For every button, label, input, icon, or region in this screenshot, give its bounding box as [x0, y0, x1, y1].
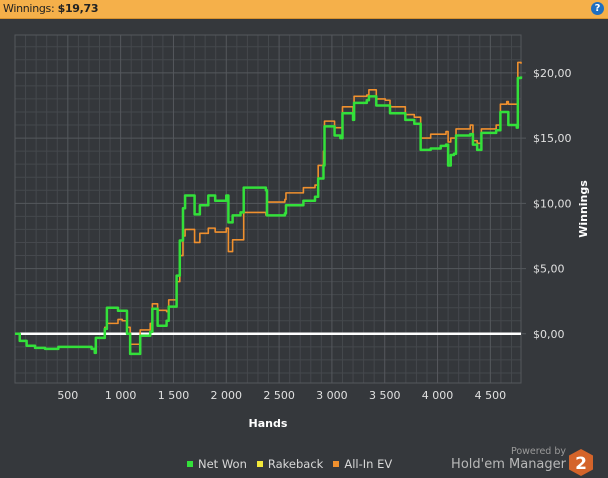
powered-by: Powered by Hold'em Manager [451, 446, 566, 472]
help-icon[interactable]: ? [591, 2, 604, 15]
x-tick-label: 4 000 [422, 389, 454, 402]
x-tick-label: 1 000 [105, 389, 137, 402]
legend-label: All-In EV [344, 457, 393, 471]
x-tick-label: 3 500 [369, 389, 401, 402]
winnings-value: $19,73 [57, 2, 99, 15]
holdem-manager-logo-icon: 2 [569, 449, 593, 476]
svg-text:2: 2 [575, 454, 587, 474]
x-tick-label: 2 500 [263, 389, 295, 402]
legend-swatch [333, 461, 340, 467]
plot-border [14, 34, 522, 384]
series-line-net-won [15, 76, 523, 356]
x-tick-label: 2 000 [211, 389, 243, 402]
legend-item-net-won[interactable]: Net Won [187, 457, 247, 471]
y-tick-label: $20,00 [533, 67, 572, 80]
x-tick-label: 500 [57, 389, 78, 402]
winnings-label: Winnings: [3, 2, 55, 15]
x-axis-label: Hands [249, 417, 288, 430]
winnings-chart: 500 1 000 1 500 2 000 2 500 3 000 3 500 4 000 4 … [14, 34, 590, 430]
y-axis-label: Winnings [577, 180, 590, 238]
y-tick-label: $10,00 [533, 197, 572, 210]
legend-item-all-in-ev[interactable]: All-In EV [333, 457, 392, 471]
powered-by-text: Powered by [510, 446, 566, 457]
x-tick-label: 3 000 [316, 389, 348, 402]
legend-swatch [187, 461, 193, 467]
legend-swatch [256, 461, 263, 467]
brand-name: Hold'em Manager [451, 457, 566, 472]
winnings-header: Winnings: $19,73 ? [0, 0, 608, 19]
legend-label: Net Won [198, 457, 247, 471]
legend-item-rakeback[interactable]: Rakeback [256, 457, 324, 471]
y-tick-label: $5,00 [533, 263, 565, 276]
chart-legend: Net Won Rakeback All-In EV [187, 457, 392, 471]
x-tick-label: 1 500 [158, 389, 190, 402]
y-tick-label: $15,00 [533, 132, 572, 145]
series-line-all-in-ev [15, 61, 522, 354]
y-tick-label: $0,00 [533, 328, 565, 341]
legend-label: Rakeback [267, 457, 324, 471]
winnings-summary: Winnings: $19,73 [3, 2, 99, 15]
x-tick-label: 4 500 [475, 389, 507, 402]
